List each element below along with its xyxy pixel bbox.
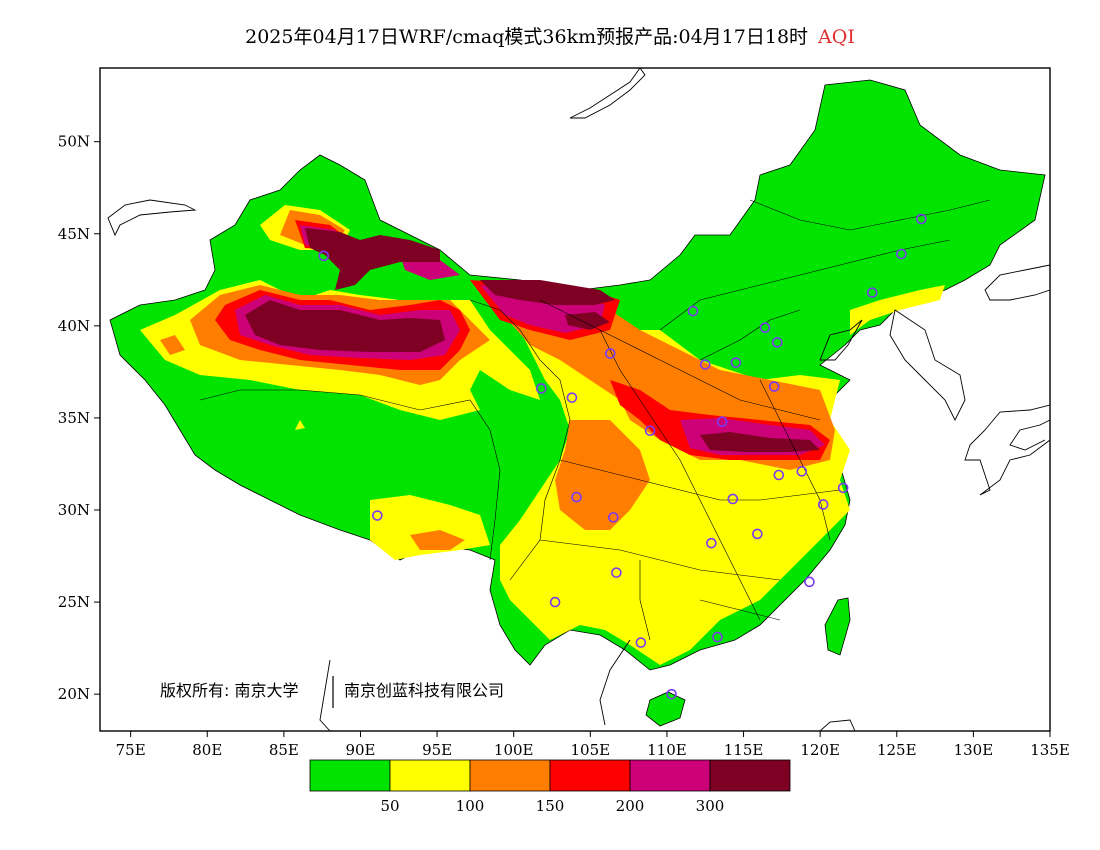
aqi-legend: 50 100 150 200 300 <box>309 759 791 815</box>
station-marker <box>566 392 578 403</box>
coastlines <box>107 68 1050 731</box>
station-marker <box>318 250 330 262</box>
station-marker <box>372 510 383 521</box>
y-tick-label: 35N <box>58 409 90 427</box>
legend-label: 300 <box>696 797 725 815</box>
station-marker <box>535 383 547 394</box>
legend-label: 200 <box>616 797 645 815</box>
x-tick-label: 100E <box>494 741 534 759</box>
x-tick-label: 115E <box>724 741 764 759</box>
x-axis: 75E 80E 85E 90E 95E 100E 105E 110E 115E 120E 125E 1… <box>116 731 1070 759</box>
y-tick-label: 30N <box>58 501 90 519</box>
province-boundaries <box>199 199 991 641</box>
station-marker <box>804 576 815 588</box>
y-axis: 50N 45N 40N 35N 30N 25N 20N <box>58 133 100 703</box>
legend-label: 50 <box>380 797 399 815</box>
station-marker <box>571 491 582 503</box>
y-tick-label: 40N <box>58 317 90 335</box>
x-tick-label: 110E <box>647 741 687 759</box>
station-marker <box>635 637 647 648</box>
legend-swatch <box>629 759 711 792</box>
station-marker <box>759 322 771 333</box>
legend-label: 150 <box>536 797 565 815</box>
x-tick-label: 130E <box>954 741 994 759</box>
station-marker <box>915 213 927 225</box>
copyright-right: 南京创蓝科技有限公司 <box>344 681 504 700</box>
taiwan-island <box>824 597 851 656</box>
copyright-left: 版权所有: 南京大学 <box>160 681 298 700</box>
x-tick-label: 95E <box>422 741 452 759</box>
aqi-zone-hazardous <box>245 228 820 452</box>
title-main: 2025年04月17日WRF/cmaq模式36km预报产品:04月17日18时 <box>245 26 809 48</box>
x-tick-label: 75E <box>116 741 146 759</box>
station-marker <box>768 381 780 392</box>
station-marker <box>752 528 763 540</box>
x-tick-label: 120E <box>800 741 840 759</box>
station-marker <box>837 482 849 494</box>
station-marker <box>773 469 785 481</box>
x-tick-label: 90E <box>345 741 375 759</box>
legend-swatch <box>709 759 791 792</box>
station-marker <box>716 416 728 427</box>
legend-swatch <box>389 759 471 792</box>
station-marker <box>699 359 711 370</box>
station-marker <box>730 357 742 368</box>
station-marker <box>549 596 561 608</box>
x-tick-label: 80E <box>192 741 222 759</box>
station-marker <box>604 348 616 359</box>
station-marker <box>687 305 699 317</box>
station-marker <box>706 537 717 549</box>
y-tick-label: 50N <box>58 133 90 151</box>
station-marker <box>771 337 783 348</box>
hainan-island <box>645 691 686 727</box>
station-marker <box>796 466 808 477</box>
station-marker <box>644 425 656 437</box>
station-marker <box>712 631 723 643</box>
y-tick-label: 45N <box>58 225 90 243</box>
x-tick-label: 105E <box>571 741 611 759</box>
station-marker <box>817 499 829 510</box>
legend-swatch <box>549 759 631 792</box>
chart-title: 2025年04月17日WRF/cmaq模式36km预报产品:04月17日18时 A… <box>0 22 1100 49</box>
station-marker <box>611 567 622 578</box>
x-tick-label: 125E <box>877 741 917 759</box>
y-tick-label: 20N <box>58 685 90 703</box>
plot-frame <box>99 67 1051 732</box>
x-tick-label: 85E <box>269 741 299 759</box>
station-markers <box>318 213 927 700</box>
station-marker <box>896 248 907 260</box>
station-marker <box>608 512 619 523</box>
y-tick-label: 25N <box>58 593 90 611</box>
station-marker <box>727 493 739 505</box>
station-marker <box>666 688 677 700</box>
title-variable: AQI <box>818 26 855 48</box>
legend-swatch <box>309 759 391 792</box>
legend-label: 100 <box>456 797 485 815</box>
map-plot-area: 版权所有: 南京大学 南京创蓝科技有限公司 <box>107 68 1050 731</box>
legend-swatch <box>469 759 551 792</box>
x-tick-label: 135E <box>1030 741 1070 759</box>
station-marker <box>866 287 878 298</box>
